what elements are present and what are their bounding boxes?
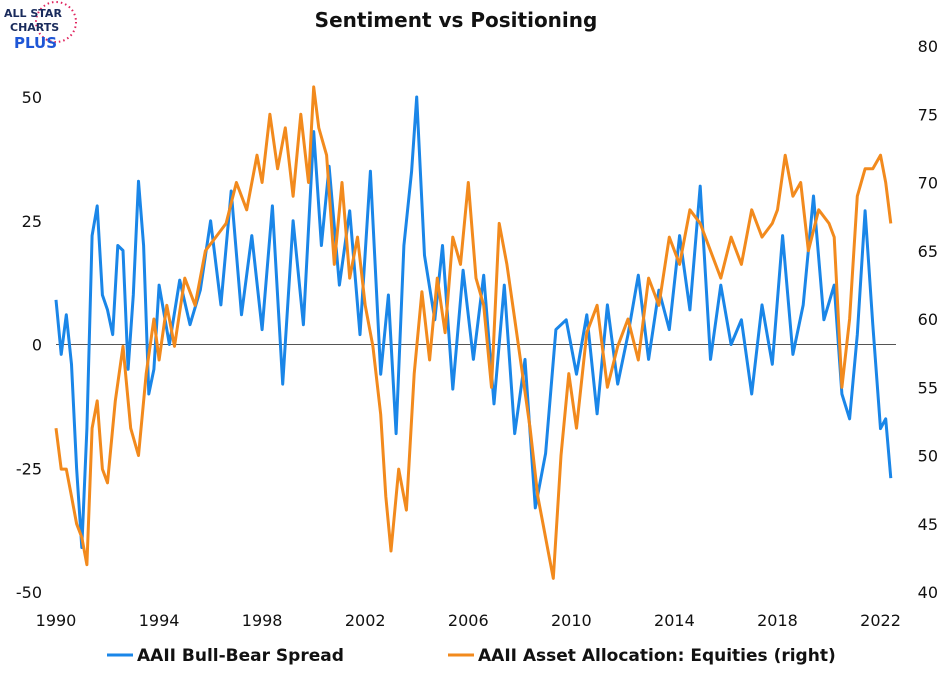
y-left-axis: 50 25 0 -25 -50 xyxy=(16,88,42,602)
y-right-tick-label: 60 xyxy=(918,310,938,329)
x-tick-label: 2006 xyxy=(448,611,489,630)
x-tick-label: 1994 xyxy=(139,611,180,630)
y-left-tick-label: 50 xyxy=(22,88,42,107)
y-right-tick-label: 40 xyxy=(918,583,938,602)
y-right-tick-label: 55 xyxy=(918,378,938,397)
y-right-tick-label: 50 xyxy=(918,447,938,466)
y-right-tick-label: 70 xyxy=(918,174,938,193)
y-right-tick-label: 80 xyxy=(918,37,938,56)
y-left-tick-label: -50 xyxy=(16,583,42,602)
y-right-tick-label: 65 xyxy=(918,242,938,261)
x-tick-label: 2014 xyxy=(654,611,695,630)
x-tick-label: 1990 xyxy=(36,611,77,630)
y-right-tick-label: 75 xyxy=(918,105,938,124)
legend-label-allocation: AAII Asset Allocation: Equities (right) xyxy=(478,646,836,666)
series-line-bull-bear-spread xyxy=(54,95,893,549)
x-tick-label: 2002 xyxy=(345,611,386,630)
y-right-axis: 80 75 70 65 60 55 50 45 40 xyxy=(918,37,938,602)
logo-star-ring xyxy=(35,1,77,43)
logo-line3: PLUS xyxy=(14,34,57,52)
x-axis: 1990 1994 1998 2002 2006 2010 2014 2018 2022 xyxy=(36,611,901,630)
legend-label-spread: AAII Bull-Bear Spread xyxy=(137,646,344,666)
logo-line1: ALL STAR xyxy=(4,7,62,20)
series-line-asset-allocation xyxy=(54,85,893,580)
brand-logo: ALL STAR CHARTS PLUS xyxy=(4,1,77,52)
x-tick-label: 1998 xyxy=(242,611,283,630)
logo-line2: CHARTS xyxy=(10,21,59,34)
y-left-tick-label: -25 xyxy=(16,459,42,478)
x-tick-label: 2018 xyxy=(757,611,798,630)
y-left-tick-label: 0 xyxy=(32,336,42,355)
legend: AAII Bull-Bear Spread AAII Asset Allocat… xyxy=(107,646,836,666)
x-tick-label: 2010 xyxy=(551,611,592,630)
y-right-tick-label: 45 xyxy=(918,515,938,534)
chart-title: Sentiment vs Positioning xyxy=(315,8,598,32)
y-left-tick-label: 25 xyxy=(22,212,42,231)
x-tick-label: 2022 xyxy=(860,611,901,630)
